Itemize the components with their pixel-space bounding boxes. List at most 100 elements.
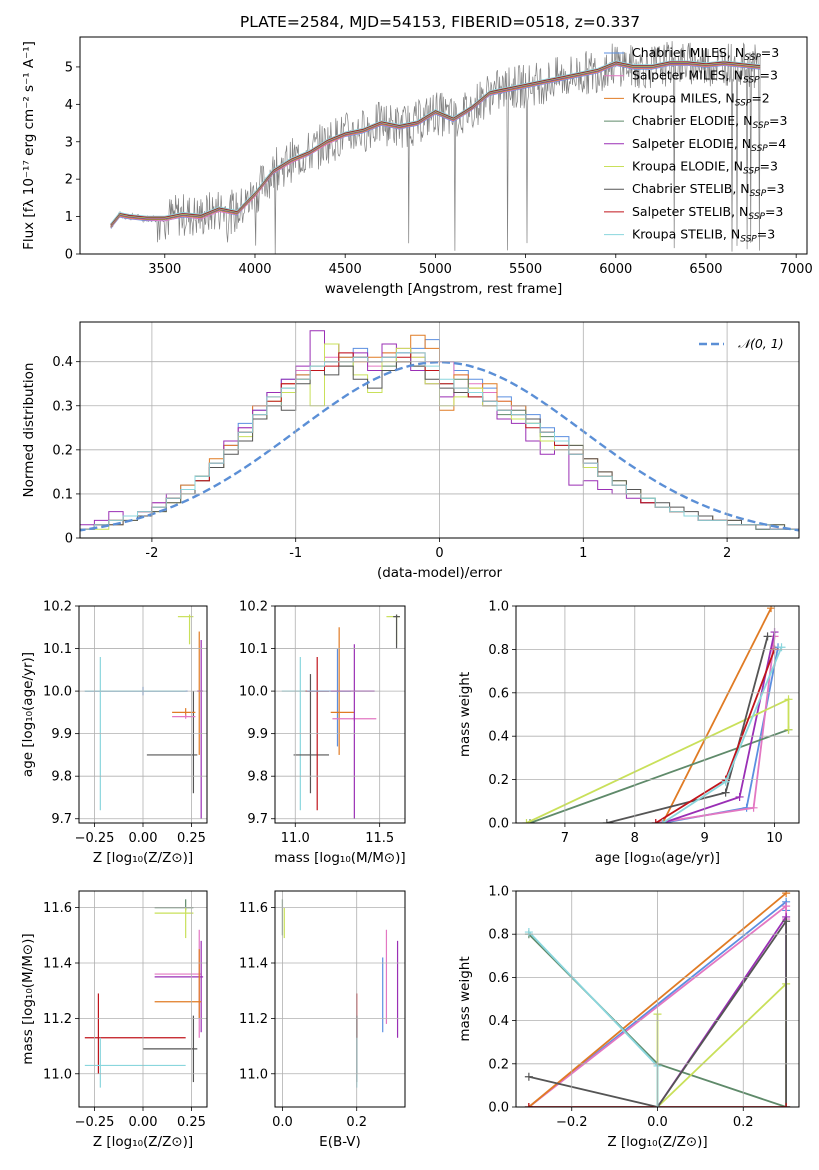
x-axis-label: Z [log₁₀(Z/Z⊙)] (93, 850, 193, 866)
y-tick-label: 10.2 (43, 600, 72, 615)
y-tick-label: 11.0 (239, 1067, 268, 1082)
model-series-line (110, 64, 761, 228)
x-tick-label: 5000 (419, 262, 452, 277)
model-series-line (110, 63, 761, 228)
legend-label: Kroupa ELODIE, NSSP=3 (632, 159, 778, 177)
y-axis-label: mass weight (457, 956, 473, 1041)
y-tick-label: 1.0 (488, 600, 509, 615)
y-tick-label: 9.9 (247, 727, 268, 742)
x-tick-label: 0.25 (177, 831, 206, 846)
y-axis-label: Flux [fλ 10⁻¹⁷ erg cm⁻² s⁻¹ A⁻¹] (21, 41, 37, 250)
y-tick-label: 0.4 (488, 1014, 509, 1029)
legend-label: Kroupa STELIB, NSSP=3 (632, 227, 775, 245)
x-tick-label: −0.25 (75, 831, 115, 846)
y-tick-label: 9.9 (51, 727, 72, 742)
y-axis-label: mass [log₁₀(M/M⊙)] (20, 933, 36, 1064)
y-tick-label: 0.6 (488, 686, 509, 701)
x-axis-label: mass [log₁₀(M/M⊙)] (274, 850, 405, 866)
data-point-marker (525, 819, 534, 823)
point-with-errorbars (307, 648, 351, 747)
y-tick-label: 2 (65, 173, 73, 188)
x-axis-label: wavelength [Angstrom, rest frame] (325, 281, 563, 297)
legend-label: 𝒩(0, 1) (738, 336, 784, 351)
legend-label: Salpeter ELODIE, NSSP=4 (632, 136, 786, 154)
x-tick-label: 11.0 (281, 831, 310, 846)
mass-weight-series-line (662, 646, 783, 823)
data-point-marker (721, 788, 730, 797)
x-tick-label: 0.25 (177, 1115, 206, 1130)
x-tick-label: 7 (561, 831, 569, 846)
point-with-errorbars (143, 1015, 198, 1083)
x-axis-label: (data-model)/error (377, 565, 503, 581)
data-point-marker (651, 819, 660, 823)
data-point-marker (749, 803, 758, 812)
y-tick-label: 0.6 (488, 971, 509, 986)
x-tick-label: 10 (766, 831, 783, 846)
point-with-errorbars (386, 614, 400, 645)
point-with-errorbars (146, 691, 198, 794)
x-tick-label: 4500 (329, 262, 362, 277)
plot-area (84, 899, 204, 1088)
point-with-errorbars (177, 614, 194, 645)
y-tick-label: 3 (65, 135, 73, 150)
data-point-marker (763, 632, 772, 641)
x-tick-label: 0.0 (272, 1115, 293, 1130)
point-with-errorbars (84, 993, 186, 1074)
data-point-marker (524, 1103, 533, 1107)
x-tick-label: −0.25 (75, 1115, 115, 1130)
y-tick-label: 11.2 (43, 1012, 72, 1027)
data-point-marker (782, 917, 791, 926)
x-tick-label: 2 (723, 546, 731, 561)
y-tick-label: 10.1 (239, 642, 268, 657)
data-point-marker (784, 695, 793, 704)
y-tick-label: 11.6 (43, 901, 72, 916)
y-tick-label: 0.2 (488, 773, 509, 788)
legend-label: Chabrier MILES, NSSP=3 (632, 45, 779, 63)
plot-area (281, 614, 400, 819)
mass-weight-series-line (661, 607, 772, 823)
y-tick-label: 11.0 (43, 1067, 72, 1082)
x-tick-label: 0.2 (346, 1115, 367, 1130)
x-tick-label: 6500 (689, 262, 722, 277)
y-tick-label: 0.4 (488, 730, 509, 745)
y-tick-label: 0.0 (488, 817, 509, 832)
x-tick-label: −0.2 (556, 1115, 588, 1130)
mass-weight-series-line (528, 918, 787, 1107)
y-tick-label: 10.2 (239, 600, 268, 615)
y-tick-label: 0.8 (488, 643, 509, 658)
point-with-errorbars (154, 929, 202, 1038)
axes-frame (515, 605, 800, 824)
data-point-marker (782, 902, 791, 911)
axes-frame (79, 36, 808, 255)
data-point-marker (782, 1103, 791, 1107)
plot-area (281, 899, 399, 1088)
data-point-marker (735, 792, 744, 801)
data-point-marker (767, 606, 776, 613)
histogram-series (80, 352, 799, 530)
data-point-marker (524, 1072, 533, 1081)
x-tick-label: 0.00 (129, 831, 158, 846)
y-tick-label: 11.6 (239, 901, 268, 916)
x-tick-label: 5500 (509, 262, 542, 277)
y-tick-label: 9.7 (51, 812, 72, 827)
y-tick-label: 0.1 (52, 487, 73, 502)
y-tick-label: 11.2 (239, 1012, 268, 1027)
x-tick-label: 0 (435, 546, 443, 561)
y-tick-label: 0.2 (488, 1057, 509, 1072)
x-axis-label: Z [log₁₀(Z/Z⊙)] (607, 1134, 707, 1150)
y-tick-label: 1 (65, 210, 73, 225)
y-tick-label: 0 (65, 532, 73, 547)
x-tick-label: 9 (701, 831, 709, 846)
legend-label: Chabrier ELODIE, NSSP=3 (632, 113, 787, 131)
legend-label: Chabrier STELIB, NSSP=3 (632, 181, 785, 199)
model-series-line (110, 60, 761, 224)
y-tick-label: 10.0 (43, 685, 72, 700)
x-tick-label: -1 (289, 546, 302, 561)
axes-frame (79, 321, 800, 539)
plot-area (84, 614, 204, 819)
data-point-marker (777, 643, 786, 652)
point-with-errorbars (154, 949, 202, 1019)
x-tick-label: 11.5 (365, 831, 394, 846)
plot-area (110, 41, 761, 254)
